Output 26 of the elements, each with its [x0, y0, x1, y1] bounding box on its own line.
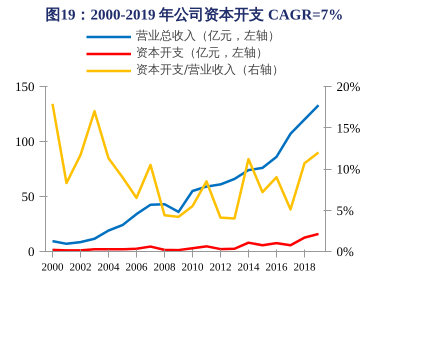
y2-tick-label: 10% — [336, 162, 360, 176]
y-tick-label: 150 — [15, 79, 34, 94]
chart-title: 图19：2000-2019 年公司资本开支 CAGR=7% — [46, 6, 344, 24]
y-tick-label: 0 — [28, 244, 34, 259]
y2-tick-label: 0% — [336, 244, 354, 259]
y2-tick-label: 15% — [336, 120, 360, 136]
x-tick-label: 2016 — [266, 262, 288, 274]
line-series — [51, 102, 320, 220]
x-tick-label: 2014 — [238, 262, 260, 274]
line-series — [51, 104, 320, 246]
x-tick-label: 2006 — [126, 262, 148, 274]
x-tick-label: 2008 — [154, 262, 176, 274]
x-tick-label: 2000 — [42, 262, 64, 274]
line-series — [51, 232, 320, 252]
x-tick-label: 2010 — [182, 262, 204, 274]
x-tick-label: 2004 — [98, 262, 120, 274]
y2-tick-label: 5% — [336, 202, 354, 218]
x-tick-label: 2012 — [210, 262, 232, 274]
y-tick-label: 100 — [15, 134, 34, 149]
y-tick-label: 50 — [22, 189, 34, 204]
legend-label: 营业总收入（亿元，左轴） — [136, 28, 280, 44]
x-tick-label: 2018 — [294, 262, 316, 274]
legend-label: 资本开支（亿元，左轴） — [136, 44, 268, 62]
legend-label: 资本开支/营业收入（右轴） — [136, 62, 284, 78]
x-tick-label: 2002 — [70, 262, 92, 274]
y2-tick-label: 20% — [336, 79, 360, 94]
